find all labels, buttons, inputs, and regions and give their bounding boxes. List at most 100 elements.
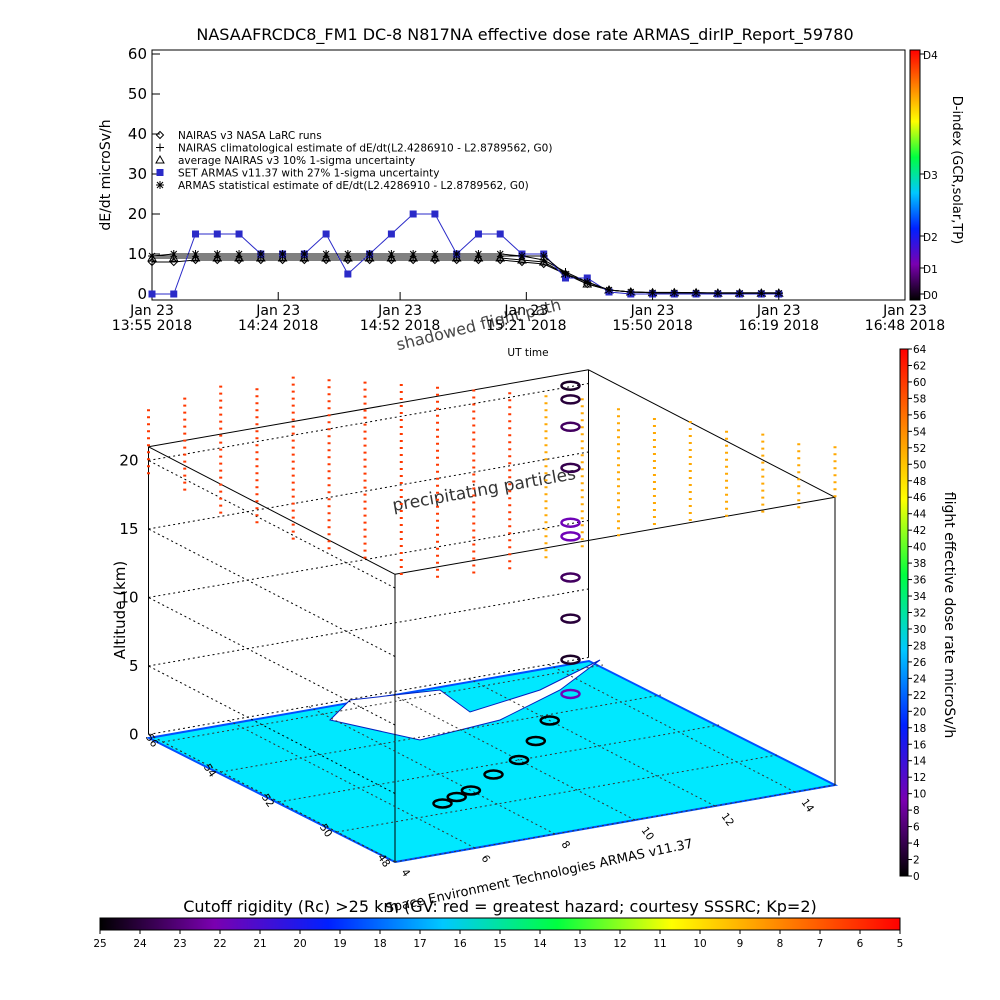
colorbar-tick-label: 6	[857, 938, 864, 950]
x-tick-label: Jan 23 13:55 2018	[111, 303, 193, 334]
point	[774, 289, 783, 298]
point	[431, 210, 439, 218]
colorbar-tick-label: 5	[897, 938, 904, 950]
colorbar-tick-label: 62	[913, 360, 926, 372]
track-point	[560, 517, 581, 528]
x-tick-label: Jan 23 14:24 2018	[238, 303, 319, 334]
point	[495, 252, 506, 262]
colorbar-tick-label: 24	[133, 938, 147, 950]
point	[430, 250, 439, 258]
y-tick-label: 10	[128, 245, 147, 263]
point	[583, 278, 592, 286]
series-line	[152, 255, 779, 294]
track-point	[539, 715, 560, 726]
z-tick-label: 10	[119, 589, 138, 607]
colorbar-tick-label: 2	[913, 855, 920, 867]
point	[474, 250, 483, 258]
grid-line	[228, 720, 476, 849]
colorbar-tick-label: 10	[913, 789, 926, 801]
x-tick-label: 12	[719, 811, 737, 829]
colorbar-tick-label: 6	[913, 822, 920, 834]
legend-label: NAIRAS climatological estimate of dE/dt(…	[178, 143, 552, 155]
y2-tick-label: D0	[923, 290, 938, 302]
series-line	[152, 259, 779, 294]
colorbar-tick-label: 18	[373, 938, 386, 950]
colorbar-tick-label: 56	[913, 410, 927, 422]
point	[234, 252, 244, 262]
colorbar-tick-label: 10	[693, 938, 706, 950]
track-point	[560, 380, 581, 391]
track-point	[483, 769, 504, 780]
colorbar-tick-label: 44	[913, 509, 927, 521]
legend-marker	[156, 181, 164, 189]
map-floor	[145, 659, 839, 864]
z-tick-label: 0	[129, 726, 139, 744]
track-point	[432, 798, 453, 809]
legend-label: SET ARMAS v11.37 with 27% 1-sigma uncert…	[178, 168, 440, 180]
z-tick-label: 15	[119, 520, 138, 538]
y-tick-label: 60	[128, 45, 147, 63]
track-point	[446, 791, 467, 803]
colorbar-tick-label: 14	[913, 756, 927, 768]
grid-line	[148, 383, 589, 461]
colorbar-tick-label: 16	[913, 739, 927, 751]
z-tick-label: 5	[129, 657, 139, 675]
colorbar-title: flight effective dose rate microSv/h	[941, 492, 957, 738]
point	[365, 250, 374, 258]
y-axis-title: dE/dt microSv/h	[98, 119, 114, 230]
grid-line	[548, 664, 796, 793]
colorbar-tick-label: 30	[913, 624, 926, 636]
grid-line	[148, 588, 589, 667]
colorbar-tick-label: 9	[737, 938, 744, 950]
y2-tick-label: D2	[923, 232, 938, 244]
point	[713, 289, 722, 298]
track-point	[560, 421, 581, 433]
legend-label: NAIRAS v3 NASA LaRC runs	[178, 130, 322, 142]
z-tick-label: 20	[119, 452, 138, 470]
grid-line	[148, 528, 396, 657]
point	[409, 210, 417, 218]
colorbar-tick-label: 22	[213, 938, 226, 950]
colorbar-tick-label: 50	[913, 459, 926, 471]
colorbar-tick-label: 0	[913, 871, 920, 883]
point	[213, 250, 222, 258]
colorbar-tick-label: 14	[533, 938, 547, 950]
point	[343, 252, 353, 262]
y-tick-label: 20	[128, 205, 147, 223]
point	[473, 252, 484, 262]
point	[539, 252, 548, 260]
colorbar-tick-label: 38	[913, 558, 926, 570]
colorbar-tick-label: 11	[653, 938, 666, 950]
colorbar-tick-label: 32	[913, 608, 926, 620]
y2-tick-label: D4	[923, 50, 938, 62]
point	[148, 252, 156, 260]
point	[517, 254, 527, 264]
colorbar-tick-label: 15	[493, 938, 506, 950]
x-tick-label: Jan 23 16:19 2018	[738, 303, 819, 334]
colorbar-tick-label: 34	[913, 591, 927, 603]
y2-tick-label: D3	[923, 170, 938, 182]
point	[148, 290, 156, 298]
track-point	[560, 688, 581, 700]
point	[168, 252, 179, 262]
y-tick-label: 0	[137, 285, 147, 303]
grid-line	[148, 597, 396, 726]
colorbar-tick-label: 54	[913, 426, 927, 438]
colorbar-title: Cutoff rigidity (Rc) >25 km (GV: red = g…	[183, 897, 817, 916]
colorbar-tick-label: 12	[913, 772, 926, 784]
point	[322, 250, 331, 258]
colorbar-tick-label: 46	[913, 492, 927, 504]
grid-line	[468, 678, 716, 807]
colorbar-tick-label: 17	[413, 938, 426, 950]
map-land-detail	[329, 659, 601, 741]
point	[496, 250, 505, 258]
colorbar-tick-label: 4	[913, 838, 920, 850]
x-tick-label: Jan 23 14:52 2018	[359, 303, 441, 334]
point	[605, 286, 614, 294]
point	[386, 252, 397, 262]
point	[169, 250, 178, 258]
annotation: precipitating particles	[391, 464, 578, 516]
colorbar-tick-label: 21	[253, 938, 266, 950]
point	[408, 252, 419, 262]
